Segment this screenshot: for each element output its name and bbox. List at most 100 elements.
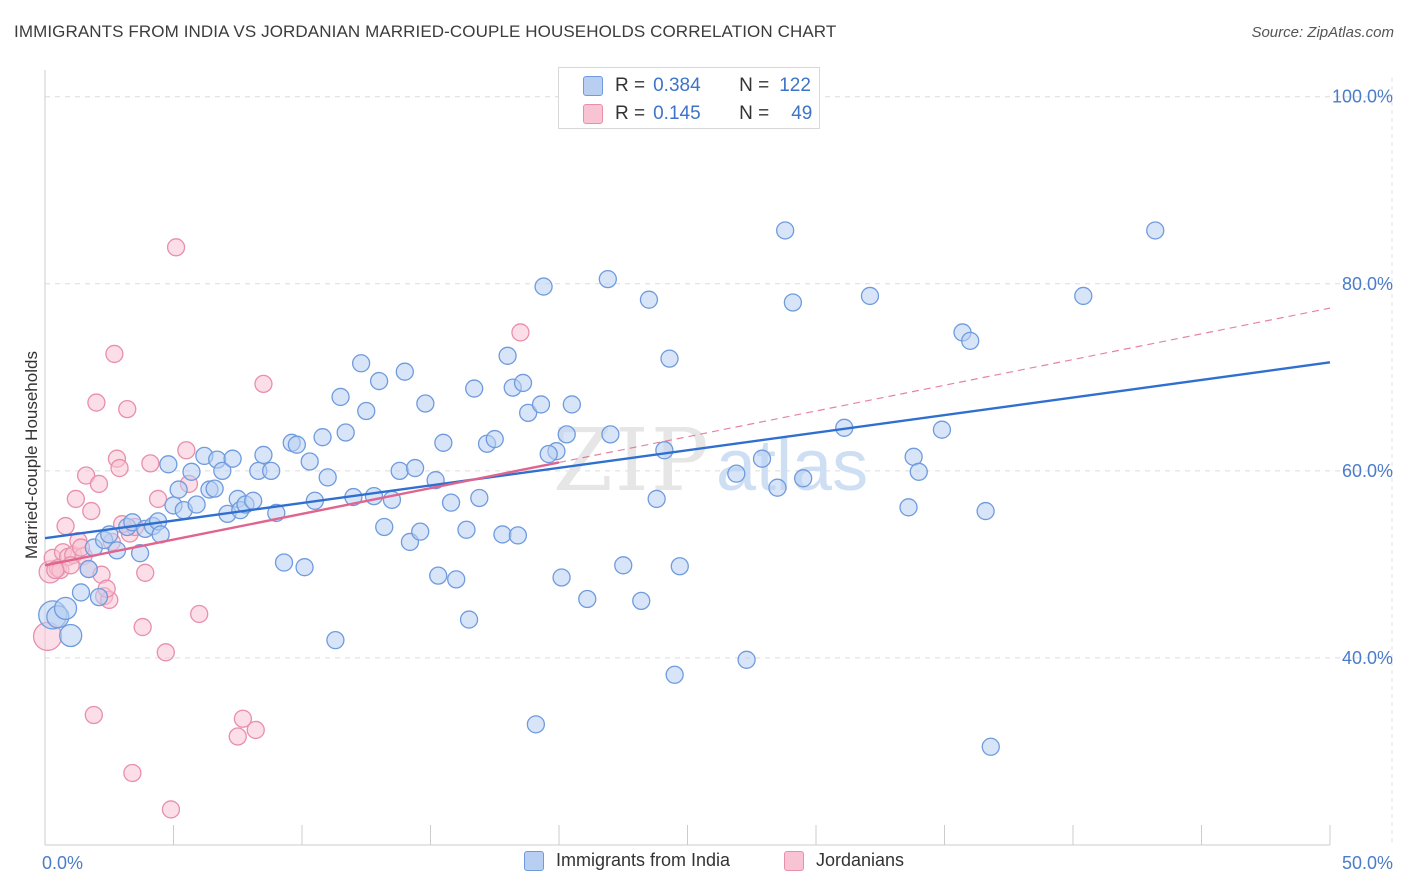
- point-jordanians: [254, 374, 273, 394]
- point-india: [318, 468, 337, 487]
- point-india: [313, 428, 332, 447]
- point-india: [369, 371, 389, 391]
- y-axis-label: Married-couple Households: [22, 351, 41, 559]
- point-india: [539, 444, 558, 464]
- point-india: [405, 458, 425, 478]
- axes: [44, 70, 1393, 846]
- legend-r-label: R =: [615, 75, 646, 96]
- y-tick-label: 80.0%: [1342, 274, 1393, 294]
- watermark-zip: ZIP: [553, 411, 711, 511]
- watermark-atlas: atlas: [716, 426, 868, 506]
- point-india: [434, 433, 453, 452]
- point-jordanians: [105, 344, 124, 364]
- point-india: [485, 429, 504, 449]
- legend-swatch-india: [524, 850, 544, 871]
- point-india: [395, 362, 414, 381]
- point-india: [470, 488, 489, 508]
- point-india: [182, 462, 201, 481]
- point-jordanians: [133, 617, 152, 637]
- point-india: [53, 596, 78, 621]
- point-india: [660, 349, 679, 368]
- point-india: [416, 394, 435, 413]
- tick-labels: 40.0% 60.0% 80.0% 100.0% 0.0% 50.0%: [42, 87, 1393, 873]
- point-india: [794, 469, 813, 488]
- x-tick-label: 50.0%: [1342, 853, 1393, 873]
- point-india: [1074, 286, 1093, 306]
- point-india: [665, 665, 684, 684]
- point-india: [614, 556, 633, 575]
- point-india: [557, 425, 576, 444]
- point-india: [223, 449, 242, 468]
- point-jordanians: [156, 643, 175, 662]
- point-india: [441, 493, 461, 512]
- point-india: [326, 631, 345, 650]
- point-india: [457, 520, 476, 539]
- point-india: [655, 441, 674, 460]
- point-india: [213, 461, 232, 481]
- legend-n-label: N =: [739, 75, 770, 96]
- point-india: [670, 557, 689, 576]
- point-india: [254, 445, 273, 465]
- point-india: [295, 558, 314, 577]
- chart-source: Source: ZipAtlas.com: [1251, 24, 1394, 41]
- point-india: [526, 715, 546, 734]
- legend-swatch-jordan: [784, 850, 804, 871]
- legend-item-jordan: Jordanians: [784, 850, 904, 871]
- trend-lines: [44, 307, 1331, 567]
- point-jordanians: [136, 563, 155, 582]
- y-tick-label: 100.0%: [1332, 87, 1393, 107]
- point-india: [447, 570, 466, 589]
- point-india: [79, 559, 98, 579]
- point-india: [244, 491, 263, 510]
- point-jordanians: [56, 516, 75, 536]
- point-india: [776, 221, 795, 240]
- point-india: [768, 478, 787, 497]
- trend-line-jordan: [44, 461, 560, 567]
- point-india: [976, 501, 995, 521]
- point-india: [639, 290, 659, 309]
- point-india: [262, 461, 281, 481]
- y-tick-label: 40.0%: [1342, 648, 1393, 668]
- point-jordanians: [166, 238, 186, 257]
- legend-label-india: Immigrants from India: [556, 850, 731, 870]
- x-tick-label: 0.0%: [42, 853, 83, 873]
- legend-n-value: 49: [791, 103, 813, 124]
- point-india: [531, 395, 551, 414]
- point-india: [727, 464, 746, 483]
- point-india: [89, 587, 109, 607]
- point-india: [274, 553, 294, 572]
- point-india: [187, 495, 206, 514]
- point-jordanians: [161, 800, 181, 819]
- legend-n-value: 122: [779, 75, 811, 96]
- point-jordanians: [46, 560, 65, 580]
- point-india: [300, 452, 319, 471]
- chart-title: IMMIGRANTS FROM INDIA VS JORDANIAN MARRI…: [14, 22, 837, 41]
- legend-item-india: Immigrants from India: [524, 850, 730, 871]
- point-india: [632, 591, 651, 611]
- point-india: [899, 498, 918, 517]
- watermark: ZIP atlas: [553, 411, 868, 511]
- point-india: [508, 526, 528, 545]
- point-jordanians: [118, 399, 137, 419]
- point-jordanians: [84, 705, 103, 725]
- point-india: [647, 489, 666, 509]
- legend-row-jordan: R = 0.145 N = 49: [583, 100, 812, 128]
- legend-swatch-jordan: [583, 104, 603, 124]
- point-india: [752, 449, 772, 468]
- point-jordanians: [190, 604, 209, 624]
- point-jordanians: [246, 720, 265, 740]
- series-india: [38, 221, 1165, 756]
- y-tick-label: 60.0%: [1342, 461, 1393, 481]
- trend-line-india: [44, 361, 1331, 540]
- point-india: [357, 401, 376, 421]
- point-jordanians: [177, 441, 196, 460]
- point-jordanians: [233, 709, 253, 728]
- point-india: [578, 589, 597, 609]
- legend-swatch-india: [583, 76, 603, 96]
- point-india: [498, 346, 517, 365]
- point-india: [909, 462, 928, 481]
- stats-legend: R = 0.384 N = 122 R = 0.145 N = 49: [558, 67, 820, 129]
- point-india: [287, 435, 307, 454]
- point-india: [981, 737, 1000, 756]
